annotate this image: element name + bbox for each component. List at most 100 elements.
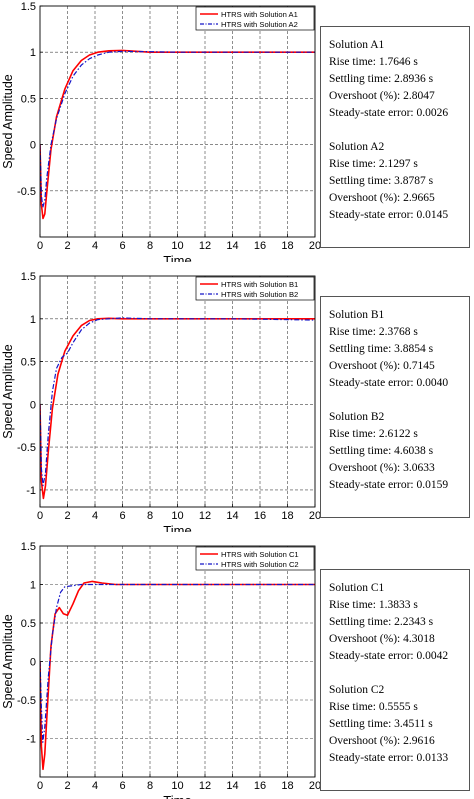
- axes-frame: [39, 5, 316, 238]
- x-tick-label: 10: [171, 780, 183, 792]
- y-tick-label: -1: [26, 485, 36, 497]
- metrics-line: Rise time: 1.7646 s: [329, 56, 418, 68]
- x-tick-label: 10: [171, 240, 183, 252]
- y-tick-label: 1: [30, 47, 36, 59]
- x-tick-label: 12: [199, 780, 211, 792]
- y-tick-label: 1.5: [21, 1, 36, 13]
- legend-label: HTRS with Solution A2: [221, 20, 298, 29]
- x-tick-label: 0: [37, 240, 43, 252]
- metrics-line: Settling time: 2.8936 s: [329, 73, 434, 85]
- y-tick-label: -0.5: [17, 186, 36, 198]
- chart-svg: 0 2 4 6 8 10 12 14 16 18 20 -0.5 0 0.5 1 1.5 HTRS with S…: [1, 1, 321, 262]
- metrics-line: Rise time: 0.5555 s: [329, 701, 418, 713]
- x-tick-label: 2: [64, 780, 70, 792]
- legend-label: HTRS with Solution B1: [221, 280, 298, 289]
- metrics-line: Rise time: 2.3768 s: [329, 326, 418, 338]
- metrics-box: Solution B1 Rise time: 2.3768 s Settling t…: [320, 296, 470, 518]
- metrics-group: Solution B2 Rise time: 2.6122 s Settling t…: [329, 409, 461, 494]
- x-tick-label: 8: [147, 510, 153, 522]
- y-tick-label: -0.5: [17, 695, 36, 707]
- x-tick-label: 18: [281, 510, 293, 522]
- x-tick-label: 8: [147, 240, 153, 252]
- series-line-2: [40, 317, 315, 487]
- chart-panel-2: 0 2 4 6 8 10 12 14 16 18 20 -1 -0.5 0 0.5 1 1.5 HTRS with…: [0, 270, 474, 532]
- x-tick-label: 4: [92, 510, 98, 522]
- metrics-line: Rise time: 1.3833 s: [329, 599, 418, 611]
- x-tick-label: 0: [37, 510, 43, 522]
- metrics-title: Solution B1: [329, 309, 385, 321]
- series-line-1: [40, 49, 315, 220]
- x-tick-label: 20: [309, 240, 321, 252]
- x-axis-label: Time: [163, 523, 191, 532]
- metrics-group: Solution C2 Rise time: 0.5555 s Settling t…: [329, 682, 461, 767]
- x-tick-label: 18: [281, 780, 293, 792]
- x-tick-label: 2: [64, 510, 70, 522]
- x-axis-label: Time: [163, 253, 191, 262]
- metrics-line: Steady-state error: 0.0133: [329, 752, 449, 764]
- metrics-title: Solution A2: [329, 141, 385, 153]
- y-tick-label: 1: [30, 580, 36, 592]
- legend-label: HTRS with Solution C2: [221, 560, 299, 569]
- x-tick-label: 2: [64, 240, 70, 252]
- x-tick-label: 14: [226, 240, 238, 252]
- y-tick-label: 0: [30, 140, 36, 152]
- metrics-line: Overshoot (%): 2.9616: [329, 735, 435, 747]
- y-tick-label: 0.5: [21, 618, 36, 630]
- x-tick-label: 14: [226, 780, 238, 792]
- x-tick-label: 20: [309, 780, 321, 792]
- metrics-title: Solution A1: [329, 39, 385, 51]
- legend-label: HTRS with Solution A1: [221, 10, 298, 19]
- x-tick-label: 16: [254, 510, 266, 522]
- chart-panel-1: 0 2 4 6 8 10 12 14 16 18 20 -0.5 0 0.5 1 1.5 HTRS with S…: [0, 0, 474, 262]
- metrics-line: Steady-state error: 0.0026: [329, 107, 449, 119]
- y-axis-label: Speed Amplitude: [1, 74, 15, 169]
- x-tick-label: 4: [92, 240, 98, 252]
- axes-frame: [39, 545, 316, 778]
- series-line-2: [40, 50, 315, 208]
- x-tick-label: 14: [226, 510, 238, 522]
- metrics-group: Solution A2 Rise time: 2.1297 s Settling t…: [329, 139, 461, 224]
- chart-svg: 0 2 4 6 8 10 12 14 16 18 20 -1 -0.5 0 0.5 1 1.5 HTRS with…: [1, 271, 321, 532]
- x-tick-label: 6: [119, 780, 125, 792]
- x-tick-label: 12: [199, 510, 211, 522]
- metrics-title: Solution C2: [329, 684, 385, 696]
- metrics-line: Steady-state error: 0.0159: [329, 479, 449, 491]
- legend-label: HTRS with Solution C1: [221, 550, 299, 559]
- metrics-box: Solution C1 Rise time: 1.3833 s Settling t…: [320, 569, 470, 791]
- y-tick-label: 1: [30, 314, 36, 326]
- metrics-line: Rise time: 2.6122 s: [329, 428, 418, 440]
- metrics-line: Settling time: 3.8787 s: [329, 175, 434, 187]
- metrics-line: Overshoot (%): 0.7145: [329, 360, 435, 372]
- metrics-line: Overshoot (%): 4.3018: [329, 633, 435, 645]
- x-tick-label: 10: [171, 510, 183, 522]
- y-tick-label: 1.5: [21, 271, 36, 283]
- metrics-line: Steady-state error: 0.0145: [329, 209, 449, 221]
- series-line-2: [40, 583, 315, 743]
- metrics-line: Overshoot (%): 2.8047: [329, 90, 435, 102]
- y-tick-label: -0.5: [17, 442, 36, 454]
- x-tick-label: 6: [119, 240, 125, 252]
- x-tick-label: 8: [147, 780, 153, 792]
- y-axis-label: Speed Amplitude: [1, 344, 15, 439]
- metrics-line: Settling time: 3.8854 s: [329, 343, 434, 355]
- x-tick-label: 6: [119, 510, 125, 522]
- metrics-line: Settling time: 4.6038 s: [329, 445, 434, 457]
- y-tick-label: -1: [26, 734, 36, 746]
- metrics-line: Overshoot (%): 2.9665: [329, 192, 435, 204]
- x-tick-label: 12: [199, 240, 211, 252]
- metrics-group: Solution C1 Rise time: 1.3833 s Settling t…: [329, 580, 461, 665]
- y-tick-label: 0: [30, 399, 36, 411]
- legend-label: HTRS with Solution B2: [221, 290, 298, 299]
- x-tick-label: 0: [37, 780, 43, 792]
- metrics-group: Solution A1 Rise time: 1.7646 s Settling t…: [329, 37, 461, 122]
- metrics-line: Rise time: 2.1297 s: [329, 158, 418, 170]
- metrics-line: Steady-state error: 0.0042: [329, 650, 449, 662]
- metrics-box: Solution A1 Rise time: 1.7646 s Settling t…: [320, 26, 470, 248]
- metrics-line: Settling time: 2.2343 s: [329, 616, 434, 628]
- x-tick-label: 20: [309, 510, 321, 522]
- y-axis-label: Speed Amplitude: [1, 614, 15, 709]
- metrics-line: Steady-state error: 0.0040: [329, 377, 449, 389]
